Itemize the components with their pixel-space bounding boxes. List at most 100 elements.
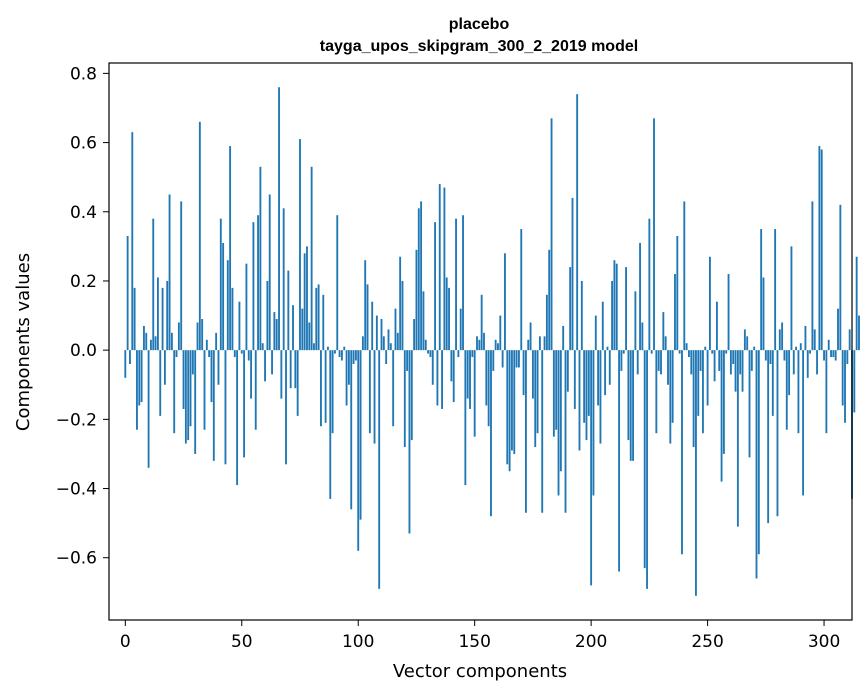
- bar-22: [175, 350, 178, 358]
- bar-193: [573, 350, 576, 409]
- bar-96: [347, 350, 350, 385]
- bar-245: [695, 350, 697, 596]
- bar-269: [750, 350, 753, 371]
- bar-229: [657, 350, 660, 371]
- bar-277: [769, 350, 772, 364]
- bar-30: [194, 350, 197, 454]
- bar-37: [210, 350, 213, 403]
- bar-149: [471, 350, 474, 358]
- bar-84: [320, 350, 322, 427]
- bar-79: [308, 322, 311, 351]
- bar-95: [345, 350, 348, 406]
- bar-270: [753, 346, 756, 351]
- bar-4: [133, 287, 136, 351]
- bar-56: [254, 350, 257, 430]
- bar-81: [313, 343, 315, 351]
- bar-114: [389, 343, 392, 351]
- bar-8: [143, 325, 145, 351]
- bar-308: [841, 350, 844, 406]
- bar-202: [594, 315, 597, 351]
- bar-122: [408, 350, 411, 534]
- bar-296: [813, 329, 816, 351]
- bar-264: [739, 350, 742, 375]
- bar-250: [706, 350, 709, 406]
- bar-117: [396, 332, 399, 351]
- bar-248: [702, 350, 704, 434]
- bar-292: [804, 325, 807, 351]
- bar-15: [159, 350, 162, 416]
- bar-244: [692, 350, 695, 448]
- bar-142: [455, 218, 457, 351]
- bar-285: [788, 350, 791, 396]
- bar-111: [382, 336, 385, 351]
- bar-180: [543, 336, 546, 351]
- bar-60: [264, 350, 266, 382]
- bar-72: [292, 305, 294, 351]
- bar-301: [825, 350, 828, 434]
- bar-146: [464, 350, 467, 486]
- bar-134: [436, 350, 439, 406]
- bar-295: [811, 201, 814, 351]
- bar-265: [741, 350, 744, 392]
- bar-128: [422, 291, 425, 351]
- bar-53: [247, 350, 250, 361]
- bar-71: [289, 350, 292, 389]
- bar-278: [771, 350, 774, 416]
- bar-309: [844, 350, 846, 423]
- bar-13: [154, 336, 157, 351]
- bar-115: [392, 350, 395, 427]
- bar-227: [653, 118, 655, 351]
- bar-6: [138, 350, 141, 406]
- bar-154: [483, 332, 485, 351]
- bar-34: [203, 350, 206, 430]
- bar-3: [131, 132, 134, 351]
- y-axis-ticks: −0.6 −0.4 −0.2 0.0 0.2 0.4 0.6 0.8: [56, 64, 109, 569]
- bar-11: [149, 339, 152, 351]
- bar-207: [606, 346, 609, 351]
- bar-280: [776, 350, 779, 517]
- bar-45: [229, 146, 232, 351]
- bar-220: [636, 350, 639, 375]
- bar-222: [641, 322, 644, 351]
- bar-67: [280, 350, 283, 399]
- bar-156: [487, 350, 490, 427]
- bar-189: [564, 350, 567, 513]
- bar-281: [778, 329, 781, 351]
- bar-279: [774, 229, 777, 351]
- bar-85: [322, 294, 325, 351]
- bar-46: [231, 287, 234, 351]
- bar-86: [324, 350, 327, 423]
- bar-232: [664, 336, 667, 351]
- bar-204: [599, 350, 602, 444]
- y-tick-label: 0.4: [70, 203, 97, 223]
- bar-125: [415, 249, 418, 351]
- bar-27: [187, 350, 190, 441]
- bar-162: [501, 350, 504, 368]
- bar-210: [613, 260, 616, 351]
- bar-243: [690, 350, 693, 375]
- bar-163: [504, 253, 506, 351]
- bar-39: [215, 332, 218, 351]
- bar-144: [459, 308, 462, 351]
- bar-18: [166, 280, 169, 351]
- bar-141: [452, 350, 455, 403]
- bar-167: [513, 350, 516, 454]
- bar-165: [508, 350, 511, 472]
- y-tick-label: 0.8: [70, 64, 97, 84]
- bar-118: [399, 256, 402, 351]
- bar-289: [797, 350, 800, 434]
- bar-211: [615, 263, 618, 351]
- bar-275: [764, 350, 767, 361]
- bar-21: [173, 350, 176, 434]
- bar-47: [233, 350, 236, 358]
- bar-93: [340, 350, 343, 361]
- bar-110: [380, 319, 383, 351]
- bar-69: [285, 350, 287, 465]
- bar-63: [271, 350, 273, 375]
- bar-35: [205, 339, 208, 351]
- bar-41: [219, 218, 222, 351]
- bar-258: [725, 350, 728, 354]
- x-tick-label: 50: [231, 632, 253, 652]
- bar-75: [299, 139, 301, 351]
